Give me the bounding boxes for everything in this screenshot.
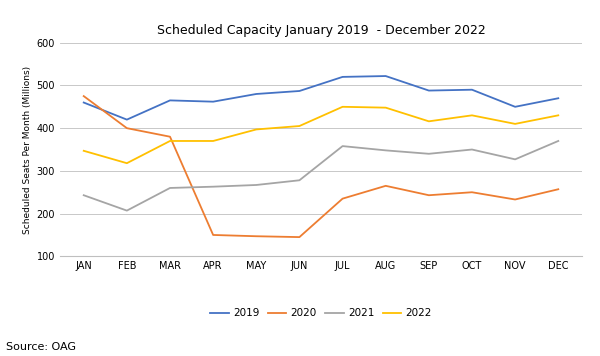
2019 xyxy=(209,100,217,104)
2019 xyxy=(512,105,519,109)
2021 xyxy=(425,152,433,156)
2022 xyxy=(296,124,303,128)
2020 xyxy=(512,197,519,201)
2022 xyxy=(209,139,217,143)
Line: 2019: 2019 xyxy=(84,76,558,120)
2021 xyxy=(339,144,346,148)
2019 xyxy=(253,92,260,96)
2022 xyxy=(166,139,173,143)
2019 xyxy=(469,88,476,92)
2020 xyxy=(209,233,217,237)
2021 xyxy=(123,209,130,213)
2019 xyxy=(382,74,389,78)
2020 xyxy=(469,190,476,194)
Legend: 2019, 2020, 2021, 2022: 2019, 2020, 2021, 2022 xyxy=(206,304,436,323)
2021 xyxy=(469,147,476,152)
2022 xyxy=(512,122,519,126)
2021 xyxy=(253,183,260,187)
2022 xyxy=(339,105,346,109)
2020 xyxy=(166,135,173,139)
2022 xyxy=(469,113,476,117)
Text: Source: OAG: Source: OAG xyxy=(6,342,76,352)
2020 xyxy=(80,94,88,98)
2021 xyxy=(166,186,173,190)
2019 xyxy=(339,75,346,79)
2021 xyxy=(554,139,562,143)
Line: 2020: 2020 xyxy=(84,96,558,237)
2022 xyxy=(554,113,562,117)
2020 xyxy=(123,126,130,130)
2022 xyxy=(382,105,389,110)
2021 xyxy=(80,193,88,197)
2022 xyxy=(80,149,88,153)
2020 xyxy=(339,197,346,201)
Y-axis label: Scheduled Seats Per Month (Millions): Scheduled Seats Per Month (Millions) xyxy=(23,66,32,234)
2020 xyxy=(296,235,303,239)
2020 xyxy=(382,184,389,188)
Line: 2021: 2021 xyxy=(84,141,558,211)
2021 xyxy=(512,157,519,162)
2019 xyxy=(296,89,303,93)
2020 xyxy=(554,187,562,192)
2022 xyxy=(253,127,260,132)
Line: 2022: 2022 xyxy=(84,107,558,163)
2019 xyxy=(425,88,433,93)
2021 xyxy=(209,184,217,189)
2019 xyxy=(166,98,173,103)
2019 xyxy=(554,96,562,100)
2022 xyxy=(425,119,433,124)
2020 xyxy=(253,234,260,239)
Title: Scheduled Capacity January 2019  - December 2022: Scheduled Capacity January 2019 - Decemb… xyxy=(157,25,485,37)
2021 xyxy=(296,178,303,182)
2021 xyxy=(382,148,389,152)
2022 xyxy=(123,161,130,165)
2020 xyxy=(425,193,433,197)
2019 xyxy=(123,117,130,122)
2019 xyxy=(80,100,88,105)
